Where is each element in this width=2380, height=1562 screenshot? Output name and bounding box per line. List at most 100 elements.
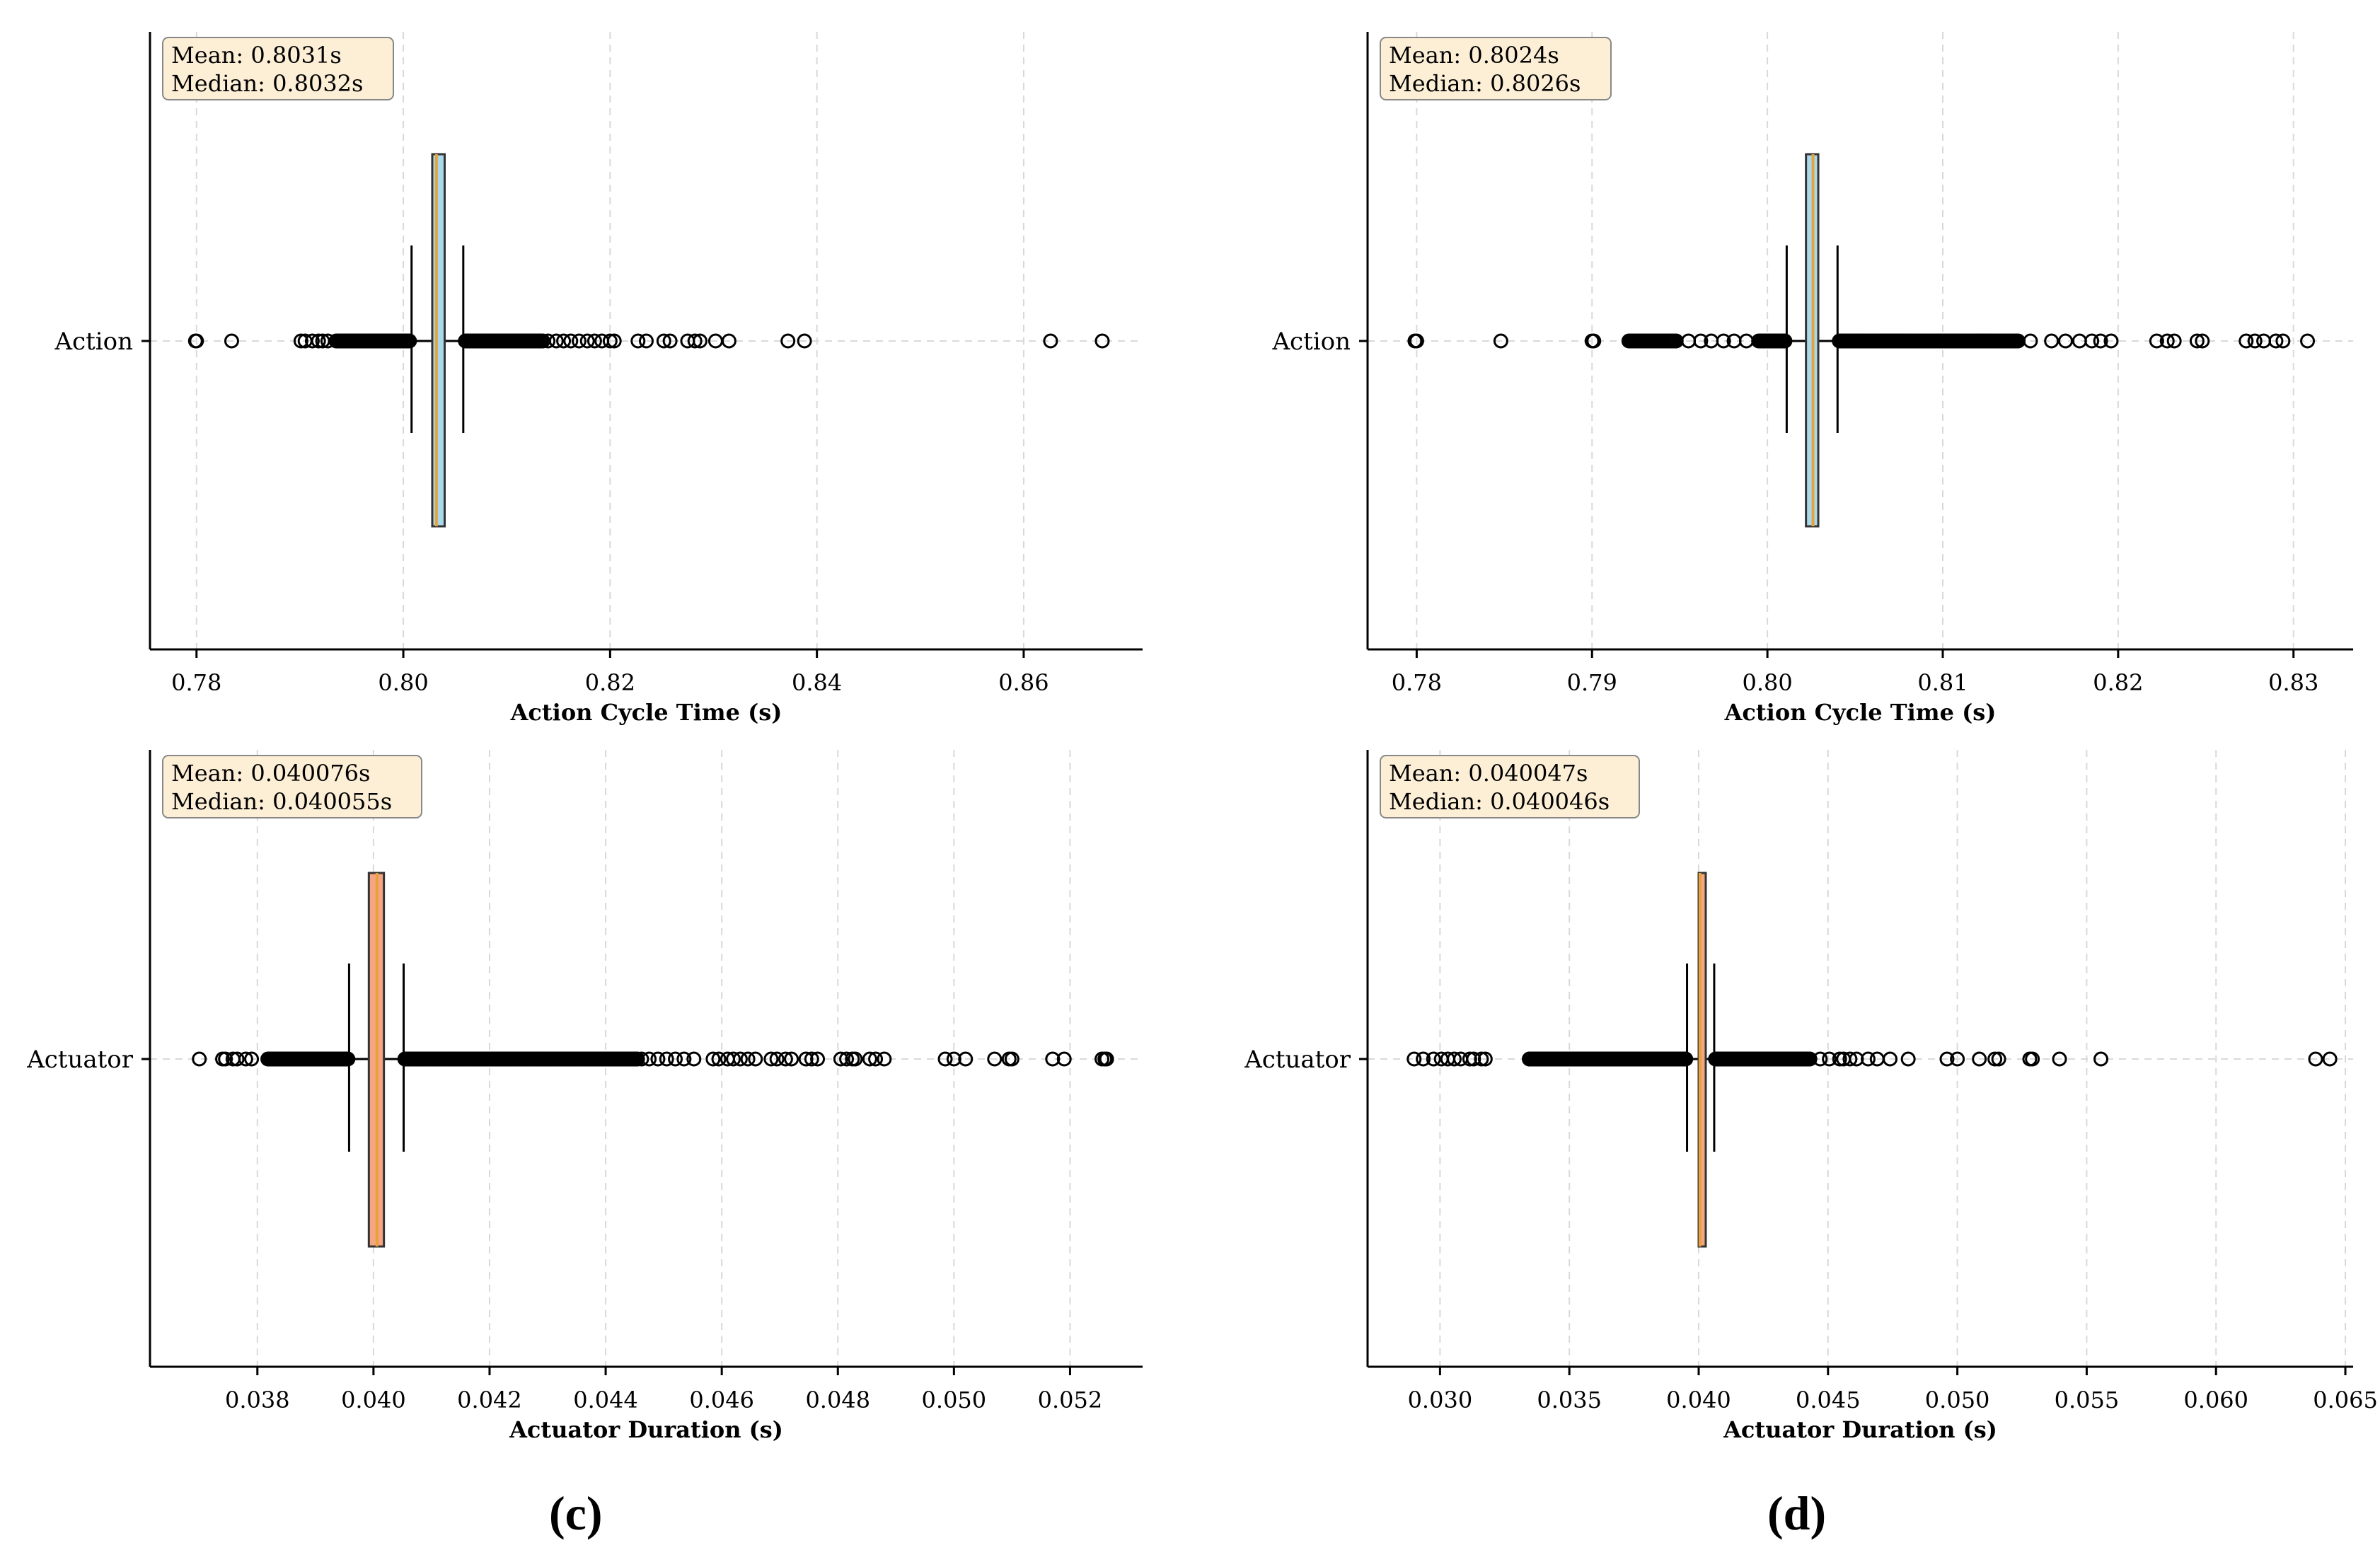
outlier-d-295 xyxy=(1446,1051,1462,1067)
outlier-b-156 xyxy=(1409,333,1424,349)
box-a xyxy=(431,153,446,528)
outlier-d-299 xyxy=(1474,1051,1489,1067)
outlier-a-160 xyxy=(1043,333,1058,349)
outlier-b-179 xyxy=(2247,333,2263,349)
x-tick-label-b-5: 0.83 xyxy=(2268,669,2318,696)
outlier-a-158 xyxy=(780,333,796,349)
outlier-b-44 xyxy=(1777,333,1793,349)
outlier-b-173 xyxy=(2149,333,2164,349)
outlier-a-145 xyxy=(587,333,602,349)
outlier-a-151 xyxy=(656,333,671,349)
outlier-a-155 xyxy=(692,333,707,349)
outlier-b-170 xyxy=(2084,333,2100,349)
outlier-d-291 xyxy=(1416,1051,1431,1067)
outlier-c-310 xyxy=(1004,1051,1019,1067)
stats-mean-c: Mean: 0.040076s xyxy=(171,760,370,787)
outlier-c-294 xyxy=(784,1051,799,1067)
outlier-b-183 xyxy=(2300,333,2316,349)
x-tick-label-c-5: 0.048 xyxy=(805,1387,870,1413)
outlier-d-314 xyxy=(1987,1051,2003,1067)
x-axis-label-d: Actuator Duration (s) xyxy=(1723,1416,1997,1443)
outlier-b-181 xyxy=(2268,333,2284,349)
outlier-d-305 xyxy=(1842,1051,1858,1067)
x-tick-label-a-3: 0.84 xyxy=(792,669,842,696)
outlier-d-320 xyxy=(2308,1051,2323,1067)
outlier-b-177 xyxy=(2195,333,2210,349)
x-tick-label-d-1: 0.035 xyxy=(1537,1387,1602,1413)
x-tick-label-d-5: 0.055 xyxy=(2055,1387,2120,1413)
stats-median-a: Median: 0.8032s xyxy=(171,70,363,97)
stats-median-b: Median: 0.8026s xyxy=(1389,70,1581,97)
outlier-c-298 xyxy=(833,1051,848,1067)
x-tick-label-d-6: 0.060 xyxy=(2183,1387,2248,1413)
stats-box-c xyxy=(162,755,422,818)
x-tick-label-b-0: 0.78 xyxy=(1392,669,1442,696)
x-tick-label-c-3: 0.044 xyxy=(573,1387,638,1413)
stats-box-a xyxy=(162,37,394,100)
outlier-d-301 xyxy=(1813,1051,1828,1067)
outlier-d-302 xyxy=(1822,1051,1837,1067)
outlier-a-139 xyxy=(541,333,556,349)
outlier-a-135 xyxy=(304,333,320,349)
y-tick-label-c: Actuator xyxy=(26,1046,134,1074)
x-axis-label-a: Action Cycle Time (s) xyxy=(510,699,782,726)
outlier-c-272 xyxy=(218,1051,233,1067)
outlier-a-143 xyxy=(572,333,587,349)
x-tick-label-c-6: 0.050 xyxy=(922,1387,987,1413)
outlier-c-303 xyxy=(868,1051,884,1067)
outlier-c-283 xyxy=(686,1051,702,1067)
outlier-c-269 xyxy=(630,1051,645,1067)
x-tick-label-c-4: 0.046 xyxy=(689,1387,754,1413)
outlier-c-270 xyxy=(192,1051,207,1067)
outlier-c-291 xyxy=(763,1051,779,1067)
outlier-c-304 xyxy=(877,1051,892,1067)
caption-c: (c) xyxy=(549,1486,603,1540)
x-tick-label-a-0: 0.78 xyxy=(171,669,221,696)
outlier-a-159 xyxy=(797,333,812,349)
x-tick-label-d-2: 0.040 xyxy=(1666,1387,1731,1413)
outlier-c-278 xyxy=(642,1051,657,1067)
outlier-c-315 xyxy=(1099,1051,1114,1067)
outlier-b-159 xyxy=(1586,333,1602,349)
y-tick-label-a: Action xyxy=(54,328,134,356)
x-axis-label-c: Actuator Duration (s) xyxy=(509,1416,783,1443)
outlier-b-163 xyxy=(1716,333,1731,349)
outlier-c-297 xyxy=(810,1051,826,1067)
stats-box-d xyxy=(1380,755,1640,818)
outlier-a-148 xyxy=(606,333,622,349)
outlier-c-282 xyxy=(676,1051,692,1067)
x-tick-label-a-2: 0.82 xyxy=(585,669,635,696)
outlier-d-317 xyxy=(2025,1051,2040,1067)
outlier-d-300 xyxy=(1477,1051,1493,1067)
x-tick-label-b-1: 0.79 xyxy=(1567,669,1617,696)
outlier-d-318 xyxy=(2052,1051,2067,1067)
x-tick-label-d-3: 0.045 xyxy=(1796,1387,1861,1413)
stats-mean-a: Mean: 0.8031s xyxy=(171,42,342,69)
stats-median-c: Median: 0.040055s xyxy=(171,788,392,815)
x-tick-label-b-2: 0.80 xyxy=(1743,669,1793,696)
outlier-a-152 xyxy=(662,333,678,349)
x-tick-label-c-7: 0.052 xyxy=(1038,1387,1103,1413)
outlier-c-295 xyxy=(798,1051,814,1067)
outlier-c-279 xyxy=(650,1051,666,1067)
stats-box-b xyxy=(1380,37,1612,100)
outlier-c-288 xyxy=(732,1051,748,1067)
outlier-b-172 xyxy=(2103,333,2119,349)
outlier-a-147 xyxy=(602,333,618,349)
outlier-c-307 xyxy=(958,1051,974,1067)
outlier-c-289 xyxy=(740,1051,756,1067)
outlier-c-276 xyxy=(244,1051,260,1067)
outlier-c-308 xyxy=(987,1051,1003,1067)
outlier-c-287 xyxy=(726,1051,741,1067)
x-tick-label-a-1: 0.80 xyxy=(378,669,428,696)
outlier-b-182 xyxy=(2275,333,2291,349)
outlier-b-168 xyxy=(2058,333,2074,349)
outlier-d-307 xyxy=(1860,1051,1876,1067)
outlier-d-313 xyxy=(1972,1051,1987,1067)
caption-d: (d) xyxy=(1767,1486,1827,1540)
x-tick-label-b-3: 0.81 xyxy=(1917,669,1968,696)
y-tick-label-b: Action xyxy=(1272,328,1351,356)
outlier-d-289 xyxy=(1802,1051,1818,1067)
outlier-d-315 xyxy=(1991,1051,2006,1067)
